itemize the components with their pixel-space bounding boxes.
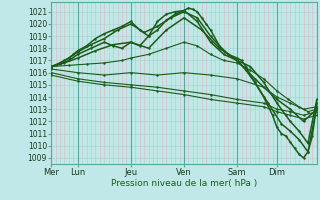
X-axis label: Pression niveau de la mer( hPa ): Pression niveau de la mer( hPa ) (111, 179, 257, 188)
